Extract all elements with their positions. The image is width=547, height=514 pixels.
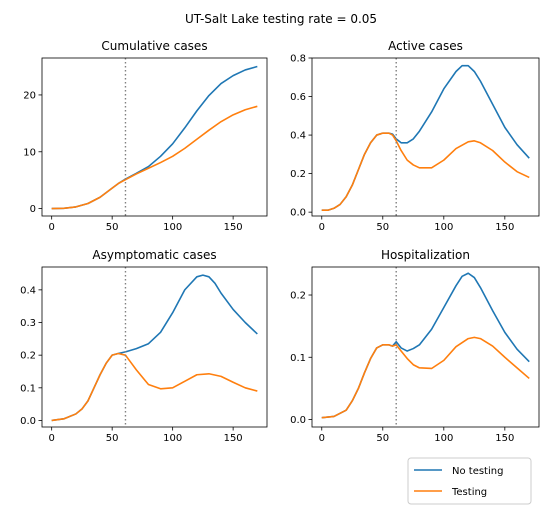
subplot-title: Active cases: [388, 39, 463, 53]
x-tick-label: 150: [495, 222, 514, 233]
axes-frame: [312, 267, 539, 427]
y-tick-label: 0.0: [20, 416, 36, 427]
series-line-testing: [52, 106, 258, 208]
x-tick-label: 100: [434, 222, 453, 233]
y-tick-label: 0.1: [290, 353, 306, 364]
x-tick-label: 50: [106, 433, 119, 444]
x-tick-label: 50: [376, 222, 389, 233]
series-line-testing: [322, 337, 529, 417]
y-tick-label: 0.0: [290, 415, 306, 426]
y-tick-label: 0.0: [290, 208, 306, 219]
x-tick-label: 0: [319, 433, 325, 444]
y-tick-label: 0.3: [20, 318, 36, 329]
y-tick-label: 0.4: [20, 285, 36, 296]
y-tick-label: 0.8: [290, 54, 306, 65]
y-tick-label: 0.2: [290, 291, 306, 302]
y-tick-label: 10: [23, 147, 36, 158]
x-tick-label: 0: [319, 222, 325, 233]
x-tick-label: 100: [163, 222, 182, 233]
x-tick-label: 50: [376, 433, 389, 444]
subplot-title: Cumulative cases: [101, 39, 207, 53]
subplot-active-cases: Active cases 0 50 100 150 0.0 0.2 0.4 0.6 0.8: [290, 39, 539, 233]
y-tick-label: 20: [23, 90, 36, 101]
x-tick-label: 100: [163, 433, 182, 444]
figure-title: UT-Salt Lake testing rate = 0.05: [185, 12, 377, 26]
legend: No testing Testing: [408, 458, 531, 504]
subplot-hospitalization: Hospitalization 0 50 100 150 0.0 0.1 0.2: [290, 248, 539, 444]
subplot-title: Hospitalization: [381, 248, 470, 262]
series-line-no-testing: [322, 66, 529, 211]
series-line-no-testing: [322, 273, 529, 417]
subplot-grid: Cumulative cases 0 50 100 150 0 10 20 Active cas…: [20, 39, 539, 444]
y-tick-label: 0.6: [290, 92, 306, 103]
x-tick-label: 0: [48, 222, 54, 233]
x-tick-label: 150: [224, 222, 243, 233]
y-tick-label: 0.2: [290, 169, 306, 180]
x-tick-label: 150: [224, 433, 243, 444]
y-tick-label: 0.1: [20, 383, 36, 394]
series-line-testing: [322, 133, 529, 210]
series-line-testing: [52, 354, 258, 421]
series-line-no-testing: [52, 275, 258, 420]
axes-frame: [42, 58, 267, 216]
legend-label-testing: Testing: [451, 487, 487, 498]
legend-label-no-testing: No testing: [452, 466, 503, 477]
y-tick-label: 0.4: [290, 131, 306, 142]
subplot-cumulative-cases: Cumulative cases 0 50 100 150 0 10 20: [23, 39, 267, 233]
x-tick-label: 50: [106, 222, 119, 233]
y-tick-label: 0.2: [20, 351, 36, 362]
x-tick-label: 0: [48, 433, 54, 444]
series-line-no-testing: [52, 67, 258, 209]
axes-frame: [312, 58, 539, 216]
subplot-title: Asymptomatic cases: [92, 248, 216, 262]
subplot-asymptomatic-cases: Asymptomatic cases 0 50 100 150 0.0 0.1 0.2 0.3 0…: [20, 248, 267, 444]
x-tick-label: 100: [434, 433, 453, 444]
x-tick-label: 150: [495, 433, 514, 444]
axes-frame: [42, 267, 267, 427]
y-tick-label: 0: [30, 204, 36, 215]
